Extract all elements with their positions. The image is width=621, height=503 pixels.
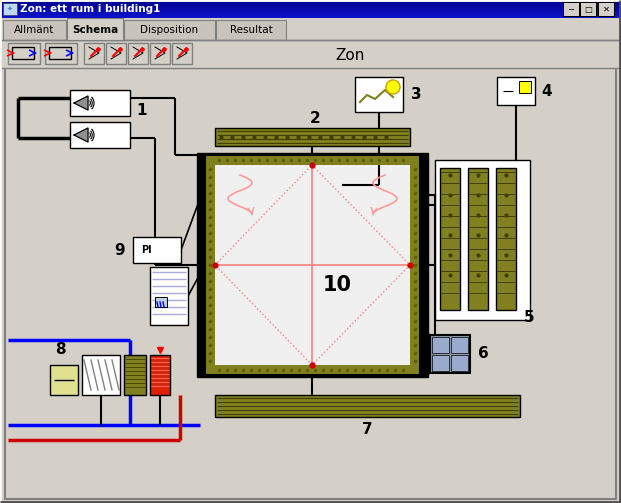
Bar [0, 5, 621, 6]
Bar [0, 12, 621, 13]
Bar [0, 9, 621, 10]
Bar [497, 77, 535, 105]
Bar [432, 355, 449, 371]
Bar [216, 20, 286, 40]
Bar [0, 7, 621, 8]
Bar [598, 2, 614, 16]
Bar [451, 355, 468, 371]
Bar [205, 155, 420, 375]
Polygon shape [74, 96, 88, 110]
Bar [205, 155, 420, 165]
Circle shape [386, 80, 400, 94]
Bar [197, 153, 428, 377]
Bar [50, 365, 78, 395]
Text: Zon: Zon [335, 47, 365, 62]
Text: PI: PI [141, 245, 152, 255]
Bar [3, 20, 66, 40]
Bar [432, 337, 449, 353]
Bar [0, 8, 621, 9]
Text: 10: 10 [322, 275, 351, 295]
Bar [124, 20, 215, 40]
Polygon shape [177, 47, 187, 59]
Bar [0, 1, 621, 2]
Text: ✕: ✕ [602, 5, 609, 14]
Bar [150, 267, 188, 325]
Bar [155, 297, 167, 307]
Bar [3, 3, 17, 15]
Bar [172, 43, 192, 64]
Bar [150, 355, 170, 395]
Bar [0, 11, 621, 12]
Text: Schema: Schema [72, 25, 118, 35]
Bar [0, 14, 621, 15]
Bar [0, 40, 621, 68]
Bar [435, 160, 530, 320]
Polygon shape [133, 47, 143, 59]
Bar [0, 16, 621, 17]
Text: 8: 8 [55, 343, 65, 358]
Bar [0, 4, 621, 5]
Bar [0, 3, 621, 4]
Text: □: □ [584, 5, 592, 14]
Text: ✦: ✦ [7, 6, 13, 12]
Bar [0, 0, 621, 1]
Text: 7: 7 [361, 422, 373, 437]
Bar [355, 77, 403, 112]
Bar [70, 122, 130, 148]
Bar [451, 337, 468, 353]
Bar [67, 18, 123, 40]
Bar [410, 155, 420, 375]
Bar [12, 47, 34, 59]
Bar [519, 81, 531, 93]
Bar [0, 10, 621, 11]
Text: 1: 1 [137, 103, 147, 118]
Bar [215, 395, 520, 417]
Bar [430, 335, 470, 373]
Text: Allmänt: Allmänt [14, 25, 55, 35]
Text: 9: 9 [115, 242, 125, 258]
Text: Resultat: Resultat [230, 25, 273, 35]
Text: 4: 4 [541, 83, 551, 99]
Polygon shape [89, 47, 99, 59]
Bar [84, 43, 104, 64]
Bar [0, 40, 621, 68]
Bar [82, 355, 120, 395]
Text: 5: 5 [524, 310, 535, 325]
Polygon shape [74, 128, 88, 142]
Polygon shape [155, 47, 165, 59]
Bar [468, 168, 488, 310]
Bar [205, 365, 420, 375]
Bar [49, 47, 71, 59]
Text: Zon: ett rum i building1: Zon: ett rum i building1 [20, 4, 160, 14]
Bar [215, 128, 410, 146]
Bar [133, 237, 181, 263]
Bar [215, 165, 410, 365]
Bar [563, 2, 579, 16]
Text: 2: 2 [310, 111, 320, 126]
Bar [580, 2, 596, 16]
Bar [150, 43, 170, 64]
Text: Disposition: Disposition [140, 25, 199, 35]
Polygon shape [111, 47, 121, 59]
Bar [0, 17, 621, 18]
Bar [205, 155, 215, 375]
Bar [0, 18, 621, 40]
Bar [70, 90, 130, 116]
Bar [5, 68, 616, 499]
Text: 6: 6 [478, 347, 489, 362]
Bar [0, 2, 621, 3]
Bar [0, 13, 621, 14]
Bar [440, 168, 460, 310]
Text: ─: ─ [568, 5, 574, 14]
Bar [496, 168, 516, 310]
Bar [0, 6, 621, 7]
Bar [128, 43, 148, 64]
Bar [124, 355, 146, 395]
Bar [0, 15, 621, 16]
Bar [45, 43, 77, 64]
Bar [8, 43, 40, 64]
Bar [106, 43, 126, 64]
Text: 3: 3 [411, 87, 422, 102]
